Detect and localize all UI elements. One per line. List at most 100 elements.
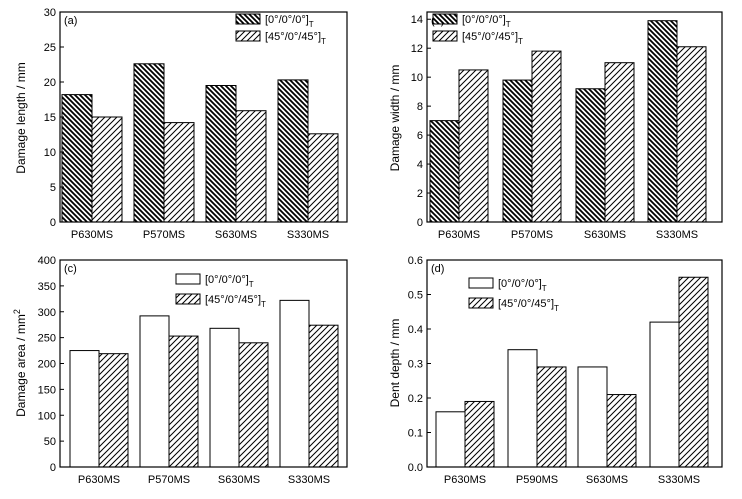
ytick-label-b-7: 14 xyxy=(411,14,423,26)
legend-label-main: [0°/0°/0°] xyxy=(498,278,542,290)
legend-swatch-d-1 xyxy=(468,277,494,289)
bar-a-s2-c3 xyxy=(235,110,267,223)
ytick-label-a-6: 30 xyxy=(44,7,56,19)
xtick-label-b-0: P630MS xyxy=(438,229,480,241)
bar-b-s2-c1 xyxy=(458,69,489,223)
ytick-label-d-4: 0.4 xyxy=(408,324,423,336)
legend-swatch-a-2 xyxy=(235,30,261,42)
ytick-label-a-1: 5 xyxy=(50,182,56,194)
legend-label-sub: T xyxy=(309,20,314,29)
legend-swatch-c-2 xyxy=(175,293,201,305)
bar-c-s2-c4 xyxy=(308,324,339,468)
plot-frame-b xyxy=(426,11,723,223)
bar-d-s2-c4 xyxy=(678,276,709,468)
legend-label-main: [0°/0°/0°] xyxy=(265,14,309,26)
bar-a-s1-c1 xyxy=(61,94,93,223)
ytick-label-b-5: 10 xyxy=(411,72,423,84)
ytick-label-c-7: 350 xyxy=(38,281,56,293)
xtick-label-d-1: P590MS xyxy=(516,474,558,486)
ytick-label-a-5: 25 xyxy=(44,42,56,54)
panel-tag-d: (d) xyxy=(431,263,444,275)
legend-label-main: [0°/0°/0°] xyxy=(205,274,249,286)
panel-b: 02468101214P630MSP570MSS630MSS330MS(b)[0… xyxy=(388,11,723,241)
ytick-label-c-8: 400 xyxy=(38,255,56,267)
ytick-label-c-3: 150 xyxy=(38,384,56,396)
legend-label-sub: T xyxy=(518,37,523,46)
ytick-label-c-4: 200 xyxy=(38,359,56,371)
ytick-label-a-3: 15 xyxy=(44,112,56,124)
ytick-label-b-2: 4 xyxy=(417,159,423,171)
xtick-label-c-1: P570MS xyxy=(148,474,190,486)
xtick-label-d-2: S630MS xyxy=(586,474,628,486)
legend-label-b-2: [45°/0°/45°]T xyxy=(462,31,523,46)
bar-b-s2-c3 xyxy=(604,62,635,223)
bar-c-s2-c2 xyxy=(168,335,199,468)
legend-label-sub: T xyxy=(506,20,511,29)
bar-c-s2-c3 xyxy=(238,342,269,468)
ytick-label-a-0: 0 xyxy=(50,217,56,229)
panel-c-plot: 0 50 100 150 200 250 300 350 400 P630MS P570MS S630… xyxy=(38,255,348,486)
bar-a-s1-c2 xyxy=(133,63,165,223)
ytick-label-d-6: 0.6 xyxy=(408,255,423,267)
xtick-label-a-3: S330MS xyxy=(287,229,329,241)
ytick-label-c-5: 250 xyxy=(38,333,56,345)
legend-label-sub: T xyxy=(542,284,547,293)
bar-c-s1-c2 xyxy=(139,315,170,468)
ytick-label-a-2: 10 xyxy=(44,147,56,159)
bar-d-s2-c3 xyxy=(606,394,637,468)
bar-d-s2-c1 xyxy=(464,400,495,468)
bar-a-s2-c4 xyxy=(307,133,339,223)
legend-swatch-b-1 xyxy=(432,13,458,25)
ytick-label-b-1: 2 xyxy=(417,188,423,200)
bar-c-s1-c1 xyxy=(69,350,100,468)
bar-a-s1-c3 xyxy=(205,85,237,223)
ytick-label-b-6: 12 xyxy=(411,43,423,55)
legend-swatch-c-1 xyxy=(175,273,201,285)
ytick-label-d-2: 0.2 xyxy=(408,393,423,405)
legend-label-sub: T xyxy=(261,300,266,309)
legend-label-sub: T xyxy=(554,304,559,313)
legend-label-main: [45°/0°/45°] xyxy=(462,31,518,43)
legend-label-c-2: [45°/0°/45°]T xyxy=(205,294,266,309)
xtick-label-d-0: P630MS xyxy=(444,474,486,486)
panel-a-plot: 0 5 10 15 20 25 30 P630MS P570MS S630MS S330MS (a) [… xyxy=(44,7,348,241)
ytick-label-a-4: 20 xyxy=(44,77,56,89)
panel-tag-a: (a) xyxy=(64,15,77,27)
xtick-label-a-1: P570MS xyxy=(143,229,185,241)
bar-b-s1-c1 xyxy=(429,120,460,223)
legend-swatch-a-1 xyxy=(235,13,261,25)
legend-label-c-1: [0°/0°/0°]T xyxy=(205,274,254,289)
legend-label-a-1: [0°/0°/0°]T xyxy=(265,14,314,29)
xtick-label-a-0: P630MS xyxy=(71,229,113,241)
panel-d-ylabel: Dent depth / mm xyxy=(388,319,402,408)
ytick-label-d-5: 0.5 xyxy=(408,290,423,302)
bar-a-s2-c1 xyxy=(91,116,123,223)
xtick-label-c-3: S330MS xyxy=(288,474,330,486)
ytick-label-c-1: 50 xyxy=(44,436,56,448)
legend-label-d-1: [0°/0°/0°]T xyxy=(498,278,547,293)
xtick-label-d-3: S330MS xyxy=(658,474,700,486)
panel-b-ylabel: Damage width / mm xyxy=(388,65,402,172)
bar-b-s1-c4 xyxy=(647,20,678,223)
xtick-label-b-2: S630MS xyxy=(584,229,626,241)
legend-swatch-d-2 xyxy=(468,297,494,309)
xtick-label-a-2: S630MS xyxy=(215,229,257,241)
panel-d: 0.0 0.1 0.2 0.3 0.4 0.5 0.6 P630MS P590MS S630MS S… xyxy=(388,255,723,486)
panel-b-plot: 02468101214P630MSP570MSS630MSS330MS(b)[0… xyxy=(411,11,723,241)
panel-c-ylabel-text: Damage area / mm xyxy=(14,314,28,417)
legend-label-b-1: [0°/0°/0°]T xyxy=(462,14,511,29)
bar-b-s2-c4 xyxy=(676,46,707,223)
legend-label-sub: T xyxy=(321,37,326,46)
panel-tag-c: (c) xyxy=(64,263,77,275)
panel-a: 0 5 10 15 20 25 30 P630MS P570MS S630MS S330MS (a) [… xyxy=(14,7,348,241)
legend-label-main: [45°/0°/45°] xyxy=(498,298,554,310)
bar-c-s2-c1 xyxy=(98,353,129,468)
ytick-label-d-0: 0.0 xyxy=(408,462,423,474)
xtick-label-c-0: P630MS xyxy=(78,474,120,486)
panel-c: 0 50 100 150 200 250 300 350 400 P630MS P570MS S630… xyxy=(12,255,348,486)
bar-d-s1-c3 xyxy=(577,366,608,468)
legend-label-main: [45°/0°/45°] xyxy=(265,31,321,43)
bar-b-s1-c2 xyxy=(502,79,533,223)
ytick-label-d-3: 0.3 xyxy=(408,359,423,371)
